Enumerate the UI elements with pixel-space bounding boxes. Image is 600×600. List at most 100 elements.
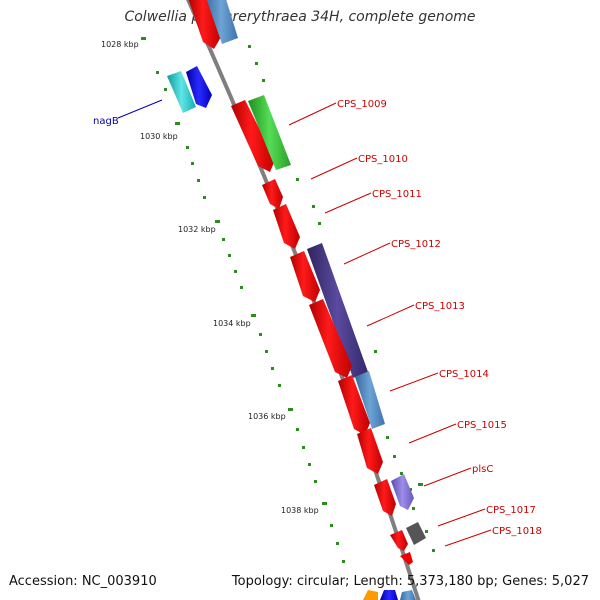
gene-feature-red[interactable] — [374, 479, 396, 516]
connector-line — [324, 192, 372, 214]
tick-dot — [248, 45, 251, 48]
gene-label-CPS_1017[interactable]: CPS_1017 — [486, 505, 536, 516]
tick-dot — [296, 428, 299, 431]
accession-text: Accession: NC_003910 — [9, 574, 157, 589]
scale-label: 1034 kbp — [213, 319, 251, 328]
gene-label-CPS_1014[interactable]: CPS_1014 — [439, 369, 489, 380]
connector-line — [310, 157, 358, 180]
tick-dot — [262, 79, 265, 82]
gene-feature-steelblue[interactable] — [400, 590, 416, 600]
tick-dot — [175, 122, 180, 125]
scale-label: 1028 kbp — [101, 40, 139, 49]
tick-dot — [412, 507, 415, 510]
gene-feature-red[interactable] — [400, 552, 413, 565]
tick-dot — [314, 480, 317, 483]
tick-dot — [302, 446, 305, 449]
tick-dot — [197, 179, 200, 182]
connector-line — [437, 508, 486, 527]
gene-label-CPS_1011[interactable]: CPS_1011 — [372, 189, 422, 200]
gene-feature-violet[interactable] — [391, 474, 414, 510]
gene-label-CPS_1010[interactable]: CPS_1010 — [358, 154, 408, 165]
tick-dot — [432, 549, 435, 552]
gene-feature-red[interactable] — [273, 204, 300, 249]
connector-line — [444, 529, 492, 547]
connector-line — [389, 372, 439, 392]
gene-feature-red[interactable] — [390, 530, 408, 551]
connector-line — [366, 304, 415, 327]
tick-dot — [164, 88, 167, 91]
tick-dot — [156, 71, 159, 74]
tick-dot — [222, 238, 225, 241]
gene-label-plsC[interactable]: plsC — [472, 464, 493, 475]
tick-dot — [409, 488, 412, 491]
gene-feature-orange[interactable] — [363, 590, 378, 600]
tick-dot — [255, 62, 258, 65]
gene-labels: nagB CPS_1009 CPS_1010 CPS_1011 CPS_1012… — [93, 99, 542, 537]
gene-feature-dark[interactable] — [406, 522, 426, 545]
tick-dot — [228, 254, 231, 257]
gene-label-nagB[interactable]: nagB — [93, 116, 119, 127]
tick-dot — [400, 472, 403, 475]
tick-dot — [425, 530, 428, 533]
tick-dot — [418, 483, 423, 486]
gene-feature-blue[interactable] — [186, 66, 212, 108]
tick-dot — [203, 196, 206, 199]
gene-feature-red[interactable] — [309, 299, 352, 378]
tick-dot — [141, 37, 146, 40]
scale-label: 1036 kbp — [248, 412, 286, 421]
tick-dot — [296, 178, 299, 181]
gene-feature-red[interactable] — [357, 428, 383, 474]
tick-dot — [330, 524, 333, 527]
tick-dot — [234, 270, 237, 273]
connector-line — [117, 99, 163, 119]
connector-line — [343, 242, 391, 265]
tick-dot — [278, 384, 281, 387]
tick-dot — [288, 408, 293, 411]
gene-feature-cyan[interactable] — [167, 71, 196, 113]
gene-feature-red[interactable] — [231, 100, 275, 172]
scale-label: 1030 kbp — [140, 132, 178, 141]
gene-feature-green[interactable] — [248, 95, 291, 170]
label-connectors — [117, 99, 492, 547]
connector-line — [423, 467, 472, 487]
gene-feature-steelblue[interactable] — [204, 0, 238, 44]
tick-dot — [312, 205, 315, 208]
tick-dot — [318, 222, 321, 225]
gene-feature-blue[interactable] — [380, 590, 398, 600]
gene-feature-red[interactable] — [338, 375, 370, 435]
tick-dot — [265, 350, 268, 353]
gene-label-CPS_1018[interactable]: CPS_1018 — [492, 526, 542, 537]
gene-feature-purple[interactable] — [307, 243, 368, 378]
tick-dot — [259, 333, 262, 336]
tick-dot — [271, 367, 274, 370]
tick-dot — [322, 502, 327, 505]
connector-line — [288, 102, 337, 126]
tick-dot — [240, 286, 243, 289]
connector-line — [408, 423, 457, 444]
scale-label: 1032 kbp — [178, 225, 216, 234]
tick-dot — [374, 350, 377, 353]
tick-dot — [393, 455, 396, 458]
topology-text: Topology: circular; Length: 5,373,180 bp… — [231, 574, 589, 589]
tick-dot — [308, 463, 311, 466]
gene-label-CPS_1009[interactable]: CPS_1009 — [337, 99, 387, 110]
gene-features — [167, 0, 426, 600]
tick-dot — [342, 560, 345, 563]
gene-label-CPS_1013[interactable]: CPS_1013 — [415, 301, 465, 312]
gene-label-CPS_1012[interactable]: CPS_1012 — [391, 239, 441, 250]
tick-dot — [186, 146, 189, 149]
gene-feature-red[interactable] — [188, 0, 221, 49]
scale-label: 1038 kbp — [281, 506, 319, 515]
gene-label-CPS_1015[interactable]: CPS_1015 — [457, 420, 507, 431]
gene-feature-steelblue[interactable] — [355, 371, 385, 429]
gene-feature-red[interactable] — [262, 179, 283, 209]
tick-dot — [386, 436, 389, 439]
tick-dot — [336, 542, 339, 545]
scale-labels: 1028 kbp 1030 kbp 1032 kbp 1034 kbp 1036… — [101, 40, 319, 515]
tick-dot — [191, 162, 194, 165]
scale-ticks — [141, 37, 435, 563]
gene-feature-red[interactable] — [290, 251, 320, 302]
tick-dot — [215, 220, 220, 223]
tick-dot — [251, 314, 256, 317]
